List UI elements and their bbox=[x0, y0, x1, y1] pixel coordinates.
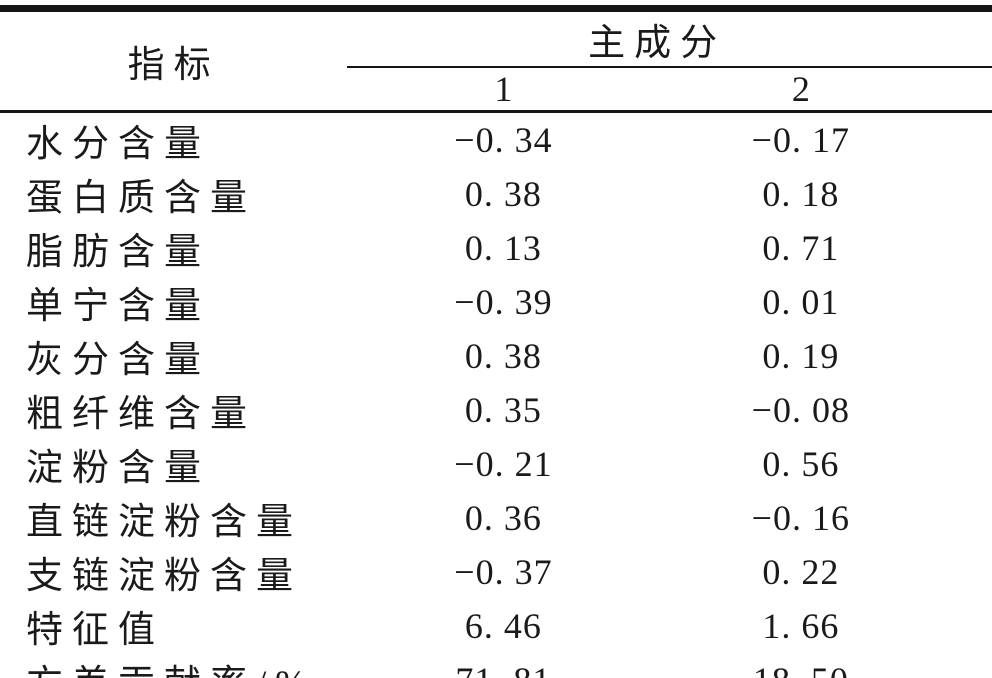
table-row: 蛋白质含量 0. 38 0. 18 bbox=[0, 167, 992, 221]
pc1-value: 0. 38 bbox=[464, 336, 542, 376]
pc1-value: 0. 13 bbox=[464, 228, 542, 268]
row-label: 粗纤维含量 bbox=[26, 394, 256, 435]
pca-table: 指标 主成分 1 2 水分含量 −0. 34 −0. 17 蛋白质含量 0. 3… bbox=[0, 5, 992, 678]
pc2-value: 0. 19 bbox=[762, 336, 840, 376]
pc1-value: −0. 39 bbox=[454, 282, 553, 322]
table-row: 淀粉含量 −0. 21 0. 56 bbox=[0, 437, 992, 491]
pc2-value: 0. 18 bbox=[762, 174, 840, 214]
pc2-value: −0. 16 bbox=[751, 498, 850, 538]
pc1-value: −0. 34 bbox=[454, 120, 553, 160]
row-label: 单宁含量 bbox=[26, 286, 210, 327]
table-row: 粗纤维含量 0. 35 −0. 08 bbox=[0, 383, 992, 437]
row-label: 水分含量 bbox=[26, 124, 210, 165]
row-label: 蛋白质含量 bbox=[26, 178, 256, 219]
pc2-value: 0. 22 bbox=[762, 552, 840, 592]
table-row: 水分含量 −0. 34 −0. 17 bbox=[0, 112, 992, 168]
table-row: 直链淀粉含量 0. 36 −0. 16 bbox=[0, 491, 992, 545]
row-label: 特征值 bbox=[26, 610, 164, 651]
pc2-value: −0. 08 bbox=[751, 390, 850, 430]
table-header-pc2: 2 bbox=[791, 69, 810, 109]
pc1-value: −0. 37 bbox=[454, 552, 553, 592]
pc1-value: 0. 36 bbox=[464, 498, 542, 538]
table-header-principal-component: 主成分 bbox=[347, 8, 992, 68]
pc1-value: −0. 21 bbox=[454, 444, 553, 484]
pc1-value: 6. 46 bbox=[464, 606, 542, 646]
pc2-value: 0. 71 bbox=[762, 228, 840, 268]
table-header-indicator: 指标 bbox=[127, 45, 220, 86]
table-header: 指标 主成分 1 2 bbox=[0, 8, 992, 112]
pc1-value: 0. 38 bbox=[464, 174, 542, 214]
table-row: 单宁含量 −0. 39 0. 01 bbox=[0, 275, 992, 329]
table-row: 支链淀粉含量 −0. 37 0. 22 bbox=[0, 545, 992, 599]
row-label: 支链淀粉含量 bbox=[26, 556, 302, 597]
table-header-pc1: 1 bbox=[494, 69, 513, 109]
pc2-value: 0. 01 bbox=[762, 282, 840, 322]
row-label: 直链淀粉含量 bbox=[26, 502, 302, 543]
row-label: 淀粉含量 bbox=[26, 448, 210, 489]
row-label: 方差贡献率/% bbox=[0, 653, 347, 678]
table-row: 脂肪含量 0. 13 0. 71 bbox=[0, 221, 992, 275]
table-row: 方差贡献率/% 71. 81 18. 50 bbox=[0, 653, 992, 678]
pc1-value: 0. 35 bbox=[464, 390, 542, 430]
pc1-value: 71. 81 bbox=[347, 653, 659, 678]
pc2-value: 18. 50 bbox=[660, 653, 992, 678]
table-row: 灰分含量 0. 38 0. 19 bbox=[0, 329, 992, 383]
pc2-value: 0. 56 bbox=[762, 444, 840, 484]
table-row: 特征值 6. 46 1. 66 bbox=[0, 599, 992, 653]
pc2-value: −0. 17 bbox=[751, 120, 850, 160]
table-body: 水分含量 −0. 34 −0. 17 蛋白质含量 0. 38 0. 18 脂肪含… bbox=[0, 111, 992, 678]
row-label: 灰分含量 bbox=[26, 340, 210, 381]
row-label: 脂肪含量 bbox=[26, 232, 210, 273]
pc2-value: 1. 66 bbox=[762, 606, 840, 646]
